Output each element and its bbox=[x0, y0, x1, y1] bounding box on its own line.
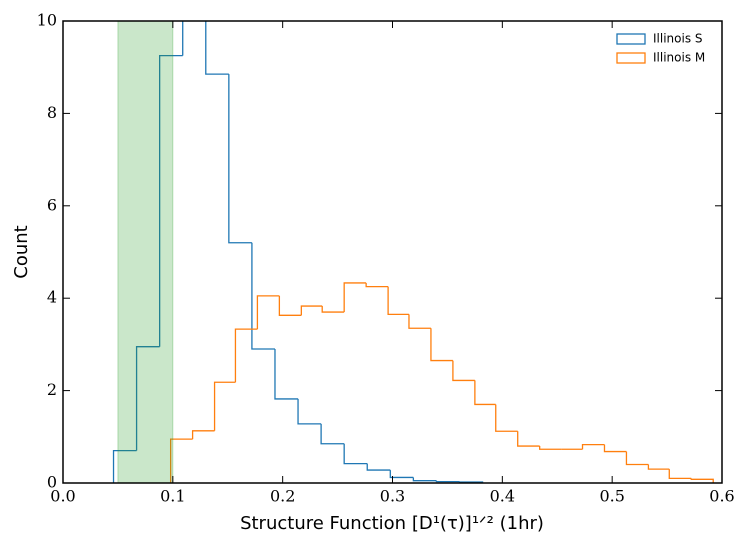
histogram-step bbox=[213, 381, 236, 431]
y-tick-label: 8 bbox=[47, 103, 57, 122]
histogram-step bbox=[297, 398, 322, 425]
histogram-step bbox=[412, 477, 437, 482]
legend-swatch bbox=[616, 52, 646, 64]
histogram-step bbox=[343, 443, 368, 465]
y-tick-label: 6 bbox=[47, 195, 57, 214]
plot-area bbox=[112, 21, 714, 483]
histogram-step bbox=[435, 480, 460, 483]
histogram-step bbox=[452, 360, 475, 382]
histogram-step bbox=[366, 463, 391, 471]
x-tick-label: 0.5 bbox=[599, 487, 624, 506]
histogram-step bbox=[159, 55, 183, 347]
histogram-step bbox=[387, 286, 409, 316]
histogram-step bbox=[517, 431, 540, 447]
histogram-step bbox=[278, 295, 302, 316]
histogram-step bbox=[365, 282, 389, 288]
x-tick-label: 0.2 bbox=[270, 487, 295, 506]
histogram-step bbox=[256, 295, 280, 330]
y-tick-label: 10 bbox=[37, 11, 57, 30]
legend-label: Illinois M bbox=[653, 51, 705, 65]
histogram-step bbox=[581, 444, 605, 450]
x-axis-label: Structure Function [D¹(τ)]¹ᐟ² (1hr) bbox=[240, 513, 544, 534]
histogram-step bbox=[668, 469, 692, 480]
histogram-step bbox=[251, 242, 275, 350]
y-tick-label: 0 bbox=[47, 473, 57, 492]
x-tick-label: 0.3 bbox=[380, 487, 405, 506]
histogram-step bbox=[647, 464, 670, 470]
histogram-step bbox=[135, 346, 160, 451]
histogram-step bbox=[182, 21, 184, 56]
histogram-step bbox=[343, 282, 367, 313]
legend-swatch bbox=[616, 33, 646, 45]
x-tick-label: 0.4 bbox=[490, 487, 515, 506]
legend-label: Illinois S bbox=[653, 32, 703, 46]
histogram-step bbox=[320, 423, 345, 445]
histogram-step bbox=[321, 306, 345, 313]
histogram-step bbox=[300, 305, 323, 316]
histogram-step bbox=[474, 380, 496, 406]
shaded-span bbox=[117, 20, 174, 484]
histogram-step bbox=[408, 314, 431, 329]
histogram-step bbox=[228, 74, 252, 244]
histogram-step bbox=[234, 328, 258, 383]
x-tick-label: 0.0 bbox=[50, 487, 75, 506]
histogram-step bbox=[495, 404, 518, 432]
histogram-step bbox=[539, 446, 562, 450]
histogram-step bbox=[603, 444, 627, 453]
histogram-step bbox=[690, 478, 714, 483]
histogram-step bbox=[430, 328, 453, 362]
histogram-step bbox=[112, 450, 137, 483]
y-tick-label: 4 bbox=[47, 288, 57, 307]
histogram-step bbox=[625, 451, 649, 466]
histogram-step bbox=[191, 430, 215, 440]
x-tick-label: 0.1 bbox=[160, 487, 185, 506]
y-axis-label: Count bbox=[11, 225, 32, 278]
y-tick-label: 2 bbox=[47, 380, 57, 399]
histogram-step bbox=[205, 21, 229, 75]
x-tick-label: 0.6 bbox=[709, 487, 734, 506]
histogram-step bbox=[274, 349, 299, 400]
histogram-step bbox=[169, 438, 193, 483]
histogram-step bbox=[389, 470, 414, 479]
